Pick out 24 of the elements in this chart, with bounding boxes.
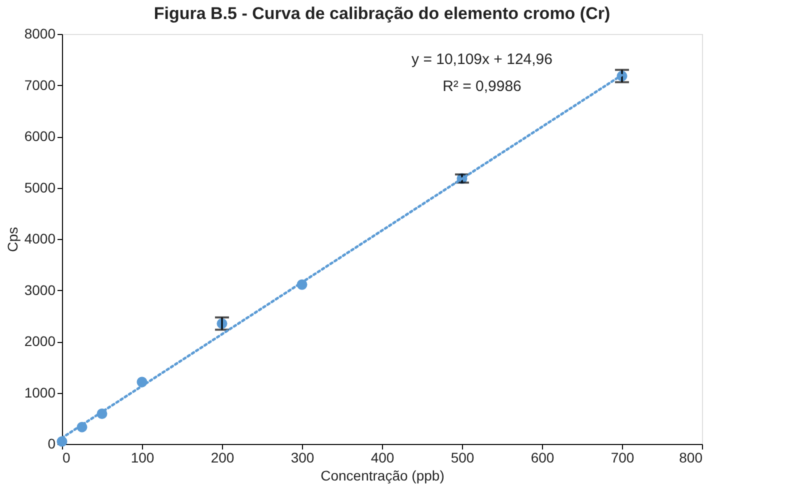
y-tick-label: 8000 <box>24 26 56 42</box>
x-tick-label: 300 <box>290 450 314 466</box>
x-tick-label: 200 <box>210 450 234 466</box>
y-axis-title: Cps <box>4 227 20 252</box>
y-tick-label: 5000 <box>24 179 56 196</box>
x-tick-label: 0 <box>62 450 70 466</box>
x-tick-label: 700 <box>610 450 634 466</box>
annotation: R² = 0,9986 <box>442 78 522 95</box>
y-tick-label: 2000 <box>24 333 56 349</box>
x-tick-label: 800 <box>679 450 703 466</box>
y-tick-label: 3000 <box>24 282 56 298</box>
y-tick-label: 1000 <box>24 384 56 400</box>
x-tick-label: 500 <box>450 450 474 466</box>
x-tick-label: 100 <box>130 450 154 466</box>
y-tick-label: 7000 <box>24 76 56 93</box>
point <box>56 436 68 447</box>
y-tick-label: 0 <box>48 436 56 452</box>
annotation: y = 10,109x + 124,96 <box>412 51 552 68</box>
chart-title: Figura B.5 - Curva de calibração do elemento cromo (Cr) <box>154 4 610 23</box>
y-tick-label: 4000 <box>24 230 56 246</box>
y-tick-label: 6000 <box>24 128 56 144</box>
x-tick-label: 600 <box>530 450 554 466</box>
x-tick-label: 400 <box>370 450 394 466</box>
x-axis-title: Concentração (ppb) <box>320 468 444 484</box>
